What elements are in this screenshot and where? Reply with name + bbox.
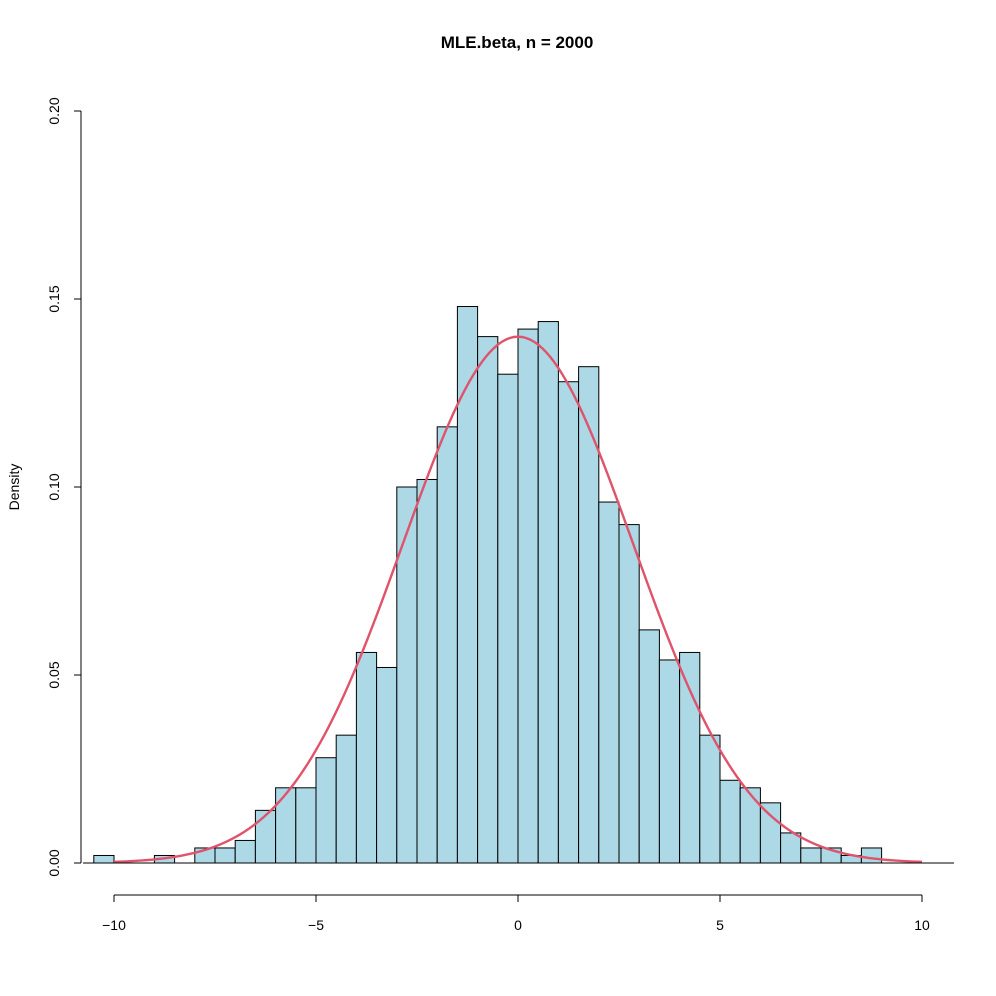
- histogram-bar: [860, 847, 883, 864]
- histogram-bar: [537, 321, 559, 864]
- x-tick-label: 0: [514, 917, 522, 933]
- x-axis: −10 −5 0 5 10: [83, 862, 954, 933]
- histogram-bar: [739, 787, 761, 864]
- histogram-bar: [759, 802, 782, 864]
- histogram-bar: [517, 328, 539, 864]
- histogram-bar: [497, 373, 519, 864]
- histogram-bar: [780, 832, 802, 864]
- histogram-bar: [477, 336, 499, 864]
- histogram-bar: [335, 734, 357, 864]
- y-tick-label: 0.20: [46, 97, 62, 124]
- histogram-bar: [396, 486, 418, 864]
- histogram-bar: [234, 839, 256, 864]
- histogram-bar: [275, 787, 297, 864]
- histogram-bar: [618, 524, 640, 864]
- y-axis-label: Density: [6, 464, 22, 511]
- y-axis: 0.00 0.05 0.10 0.15 0.20: [46, 97, 82, 877]
- histogram-bar: [436, 426, 458, 864]
- histogram-bar: [355, 651, 378, 864]
- histogram-bar: [598, 501, 620, 864]
- density-curve: [113, 335, 923, 864]
- y-tick-label: 0.05: [46, 661, 62, 688]
- histogram-bar: [214, 847, 236, 864]
- histogram-bar: [295, 787, 317, 864]
- y-tick-label: 0.00: [46, 849, 62, 876]
- histogram-bar: [315, 757, 337, 864]
- histogram-bar: [679, 651, 701, 864]
- histogram-bar: [719, 779, 741, 864]
- x-tick-label: 10: [914, 917, 930, 933]
- histogram-bar: [638, 629, 660, 864]
- y-tick-label: 0.15: [46, 285, 62, 312]
- x-tick-label: −5: [308, 917, 324, 933]
- histogram-bar: [416, 478, 438, 864]
- x-tick-label: 5: [716, 917, 724, 933]
- y-tick-label: 0.10: [46, 473, 62, 500]
- histogram-bar: [699, 734, 721, 864]
- histogram-bar: [93, 854, 115, 864]
- histogram-bar: [658, 659, 681, 864]
- histogram-bars: [93, 306, 883, 864]
- histogram-bar: [376, 666, 398, 864]
- histogram-bar: [456, 306, 479, 864]
- histogram-bar: [800, 847, 822, 864]
- x-tick-label: −10: [102, 917, 126, 933]
- histogram-bar: [254, 809, 277, 864]
- chart-title: MLE.beta, n = 2000: [441, 33, 594, 52]
- histogram-bar: [557, 381, 580, 864]
